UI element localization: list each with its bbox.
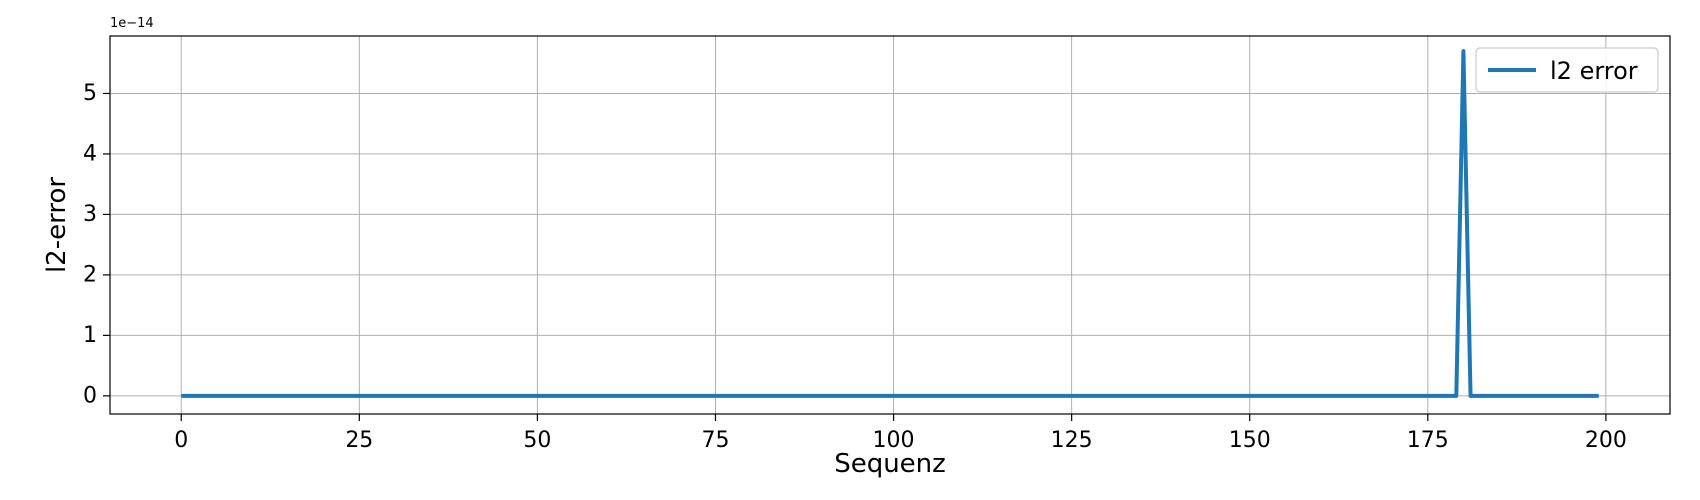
y-tick-label-4: 4 xyxy=(83,141,97,166)
legend-box xyxy=(1475,47,1659,93)
x-tick-label-175: 175 xyxy=(1407,428,1449,453)
plot-area-frame xyxy=(109,35,1671,415)
x-tick-label-100: 100 xyxy=(873,428,915,453)
y-tick-label-5: 5 xyxy=(83,81,97,106)
x-axis-title: Sequenz xyxy=(834,449,946,479)
x-axis-ticks: 0 25 50 75 100 125 150 175 200 xyxy=(174,414,1627,453)
x-tick-label-25: 25 xyxy=(345,428,373,453)
x-tick-label-125: 125 xyxy=(1051,428,1093,453)
y-tick-label-1: 1 xyxy=(83,323,97,348)
x-tick-label-200: 200 xyxy=(1585,428,1627,453)
legend: l2 error xyxy=(1475,47,1659,93)
x-tick-label-50: 50 xyxy=(523,428,551,453)
x-tick-label-75: 75 xyxy=(701,428,729,453)
y-tick-label-2: 2 xyxy=(83,262,97,287)
series-line-0 xyxy=(181,49,1599,398)
x-tick-label-0: 0 xyxy=(174,428,188,453)
x-tick-label-150: 150 xyxy=(1229,428,1271,453)
y-axis-title: l2-error xyxy=(42,177,72,273)
y-tick-label-0: 0 xyxy=(83,383,97,408)
series-layer xyxy=(181,49,1599,398)
y-axis-ticks: 0 1 2 3 4 5 xyxy=(83,81,110,408)
y-tick-label-3: 3 xyxy=(83,202,97,227)
y-axis-offset-label: 1e−14 xyxy=(110,16,154,31)
legend-label: l2 error xyxy=(1550,57,1638,85)
